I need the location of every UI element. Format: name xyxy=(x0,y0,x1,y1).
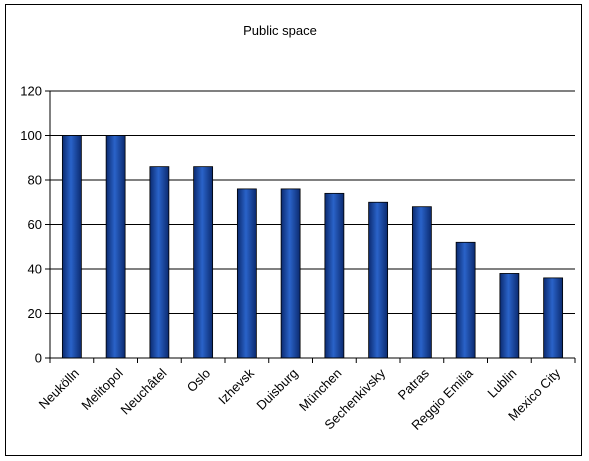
bar xyxy=(324,192,345,359)
x-tick-label: Izhevsk xyxy=(215,365,257,407)
chart-title: Public space xyxy=(243,23,317,38)
y-tick-label: 100 xyxy=(20,128,42,143)
y-tick-label: 60 xyxy=(28,217,42,232)
bar xyxy=(411,206,432,359)
x-tick-label: Patras xyxy=(395,365,433,403)
bar xyxy=(499,273,520,359)
bars xyxy=(61,135,564,359)
y-tick-label: 80 xyxy=(28,173,42,188)
bar xyxy=(149,166,170,359)
bar xyxy=(236,188,257,359)
x-tick-label: Lublin xyxy=(484,366,519,401)
x-tick-label: Neuchâtel xyxy=(117,365,169,417)
gridlines xyxy=(50,90,575,314)
bar xyxy=(368,201,389,359)
y-tick-label: 120 xyxy=(20,84,42,99)
y-tick-label: 0 xyxy=(35,351,42,366)
y-tick-label: 20 xyxy=(28,306,42,321)
bar xyxy=(105,135,126,359)
bar xyxy=(61,135,82,359)
bar xyxy=(543,277,564,359)
x-tick-label: Oslo xyxy=(184,366,214,396)
y-axis-ticks: 0 20 40 60 80 100 120 xyxy=(20,84,50,366)
bar xyxy=(455,241,476,359)
axes xyxy=(49,91,576,363)
bar xyxy=(193,166,214,359)
x-tick-label: Duisburg xyxy=(253,366,300,413)
bar xyxy=(280,188,301,359)
x-tick-label: Neukölln xyxy=(36,366,82,412)
y-tick-label: 40 xyxy=(28,262,42,277)
